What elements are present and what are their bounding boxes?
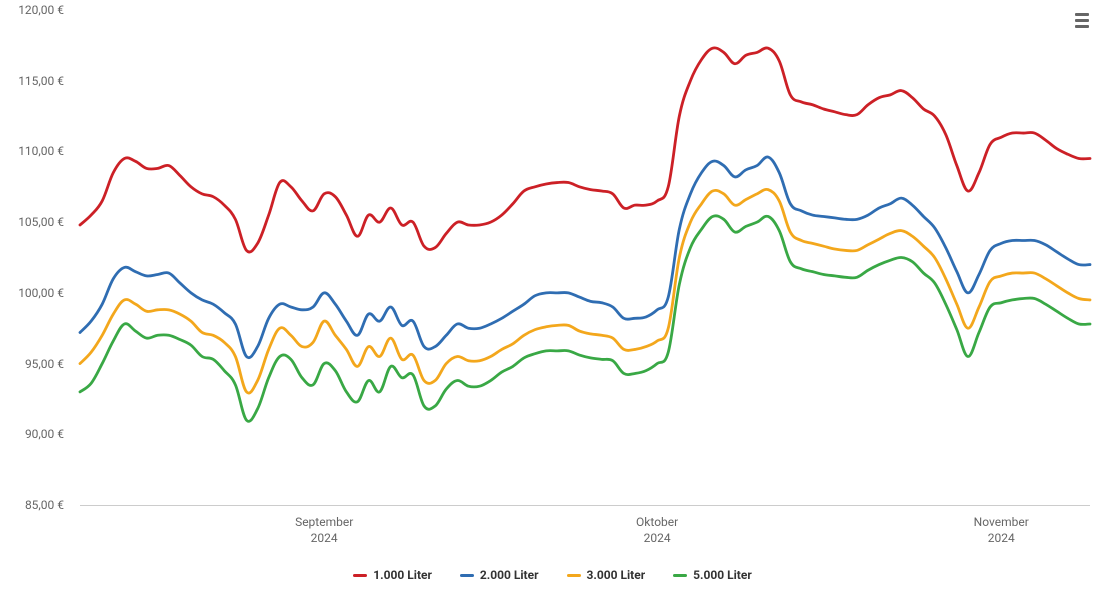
legend: 1.000 Liter 2.000 Liter 3.000 Liter 5.000 L…: [0, 568, 1105, 582]
legend-swatch: [673, 574, 687, 577]
legend-label: 1.000 Liter: [373, 568, 432, 582]
legend-item[interactable]: 1.000 Liter: [353, 568, 432, 582]
legend-label: 2.000 Liter: [480, 568, 539, 582]
legend-item[interactable]: 2.000 Liter: [460, 568, 539, 582]
price-chart: 85,00 €90,00 €95,00 €100,00 €105,00 €110…: [0, 0, 1105, 602]
legend-item[interactable]: 5.000 Liter: [673, 568, 752, 582]
legend-swatch: [460, 574, 474, 577]
legend-label: 5.000 Liter: [693, 568, 752, 582]
legend-swatch: [353, 574, 367, 577]
series-line: [80, 48, 1090, 252]
plot-area: [0, 0, 1105, 602]
legend-item[interactable]: 3.000 Liter: [567, 568, 646, 582]
legend-label: 3.000 Liter: [587, 568, 646, 582]
legend-swatch: [567, 574, 581, 577]
